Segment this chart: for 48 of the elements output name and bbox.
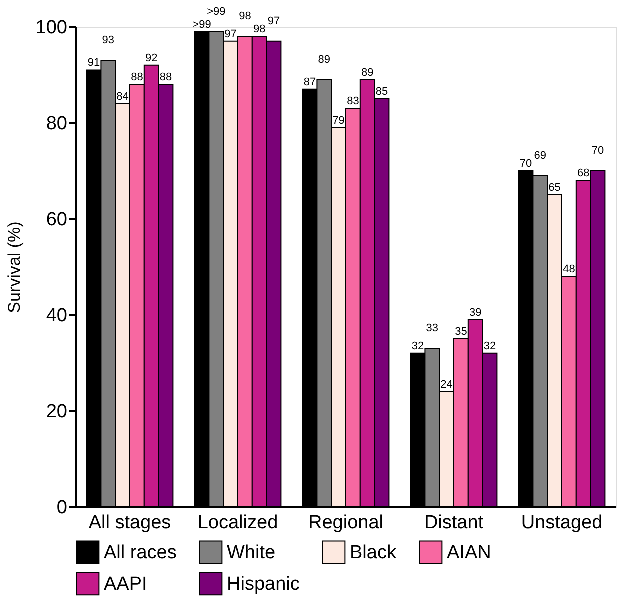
data-label: 91 [88,57,100,70]
data-label: 65 [548,182,561,194]
data-label: 69 [534,150,547,162]
x-tick-label: Distant [424,512,484,534]
x-tick-label: All stages [88,512,172,534]
data-label: 32 [484,340,496,352]
data-label: 98 [239,10,252,23]
data-label: 79 [332,114,345,127]
data-label: 89 [361,66,374,79]
x-tick-label: Unstaged [521,512,603,534]
legend-label: Hispanic [227,574,300,595]
x-tick-label: Regional [308,512,384,534]
legend-label: AIAN [447,542,492,564]
data-label: 70 [520,158,532,170]
data-label: 85 [376,86,388,98]
data-label: 93 [102,34,115,47]
data-label: 97 [224,28,237,40]
data-label: 84 [116,90,129,103]
data-label: 48 [563,264,576,276]
y-tick-label: 0 [56,498,68,518]
data-label: 24 [440,378,453,391]
data-label: 87 [304,76,316,88]
y-axis-title: Survival (%) [4,222,24,314]
data-label: 39 [469,306,482,319]
data-label: 89 [318,54,331,66]
legend-label: Black [350,542,397,564]
data-label: 32 [412,340,424,352]
legend-label: AAPI [104,574,148,595]
data-label: 98 [253,24,266,36]
data-label: 97 [268,15,280,28]
y-tick-label: 60 [46,210,68,230]
legend-label: White [227,542,276,564]
data-label: >99 [207,6,226,18]
y-tick-label: 100 [36,18,68,38]
data-label: >99 [192,18,212,31]
data-label: 68 [577,168,590,180]
y-tick-label: 20 [46,402,68,422]
data-label: 88 [160,72,172,84]
y-tick-label: 40 [46,306,68,326]
data-label: 92 [145,52,158,64]
data-label: 33 [426,322,439,335]
legend-label: All races [104,542,177,564]
data-label: 35 [455,326,468,338]
x-tick-label: Localized [198,512,278,534]
y-tick-label: 80 [46,114,68,134]
data-label: 83 [347,96,360,108]
data-label: 88 [131,72,144,84]
data-label: 70 [592,145,604,157]
